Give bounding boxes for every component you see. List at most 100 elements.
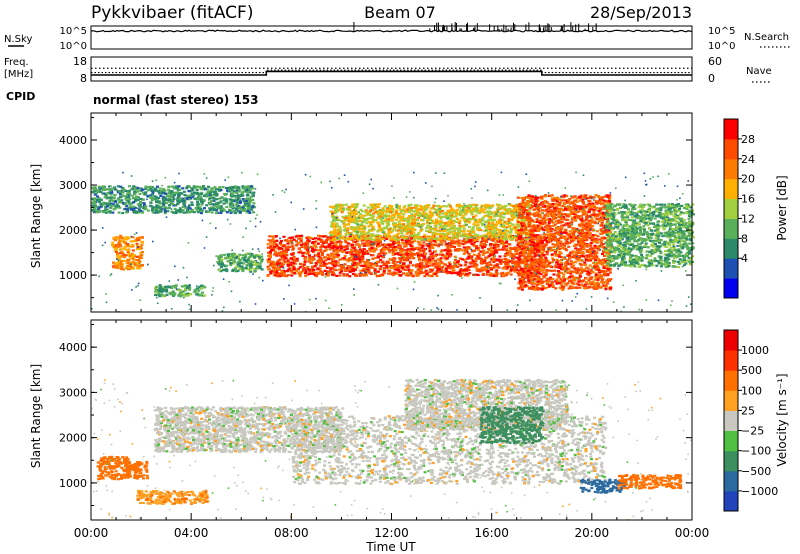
power-cell [502,236,506,239]
power-cell [172,204,176,207]
power-cell [93,206,97,209]
power-cell [271,237,275,240]
power-cell [394,218,398,221]
power-cell [133,198,137,201]
power-cell [382,252,386,255]
power-cell [349,232,353,235]
power-cell [444,212,448,215]
power-cell [474,224,478,227]
power-cell [366,260,370,263]
power-cell [127,196,131,199]
power-cell [231,202,235,206]
power-cell [502,267,506,270]
power-cell [346,269,350,272]
power-cell [436,268,440,271]
power-cell [372,207,376,210]
power-cell [225,205,229,208]
power-cell [138,256,142,259]
power-cell [441,212,445,215]
power-cell [180,285,184,288]
power-cell [507,243,511,246]
power-cell [350,250,354,254]
power-cell [509,204,513,207]
power-cell [490,233,494,236]
power-cell [398,205,401,208]
power-cell [531,272,535,275]
power-cell [269,271,273,274]
power-cell [195,209,199,212]
power-cell [154,291,158,294]
power-cell [257,256,261,259]
power-cell [247,204,251,207]
power-cell [410,241,414,244]
power-cell [260,258,264,261]
power-cell [420,246,424,249]
noise-panel-frame [90,25,693,50]
power-cell [348,275,352,278]
power-cell [115,253,119,256]
power-cell [121,186,125,190]
power-cell [394,265,398,268]
power-cell [431,252,435,255]
power-cell [344,258,348,261]
power-cell [336,261,340,264]
power-cell [508,221,512,225]
power-cell [96,210,100,213]
power-cell [465,218,469,221]
power-cell [266,243,270,246]
power-cell [404,252,408,255]
power-cell [498,260,502,263]
power-cell [418,270,422,274]
power-cell [450,272,454,275]
power-cell [166,207,170,210]
power-cell [402,223,405,226]
power-cell [250,208,254,211]
power-cell [484,204,488,207]
power-cell [383,205,387,208]
power-cell [376,238,379,241]
power-cell [482,261,485,264]
power-cell [147,195,151,198]
power-cell [440,229,444,232]
power-cell [189,194,193,197]
power-cell [129,257,133,260]
power-cell [422,223,426,226]
power-cell [580,269,584,272]
power-cell [491,234,495,237]
power-cell [500,238,504,241]
power-cell [91,191,95,194]
power-cell [378,244,382,247]
nsearch-label: N.Search [744,32,789,43]
power-cell [251,187,255,190]
power-cell [358,234,362,237]
power-cell [376,221,380,224]
power-cell [119,191,123,194]
power-cell [369,224,373,227]
power-cell [391,237,395,240]
power-cell [410,234,414,237]
power-cell [449,221,453,224]
power-cell [103,209,107,212]
power-cell [428,274,432,277]
power-cell [451,227,455,230]
power-cell [235,203,239,206]
power-cell [406,231,410,234]
power-cell [415,219,419,222]
power-cell [363,232,367,235]
power-cell [428,237,431,240]
power-cell [255,254,259,257]
power-cell [206,192,210,195]
power-cell [476,248,480,252]
power-cell [496,248,500,251]
power-cell [163,189,167,192]
power-cell [128,265,132,268]
power-cell [459,274,462,277]
power-cell [477,254,481,257]
power-cell [214,209,218,212]
power-cell [203,186,207,190]
power-cell [527,210,531,213]
power-cell [344,241,348,244]
power-cell [425,207,429,211]
power-cell [283,255,287,258]
power-cell [358,230,362,233]
